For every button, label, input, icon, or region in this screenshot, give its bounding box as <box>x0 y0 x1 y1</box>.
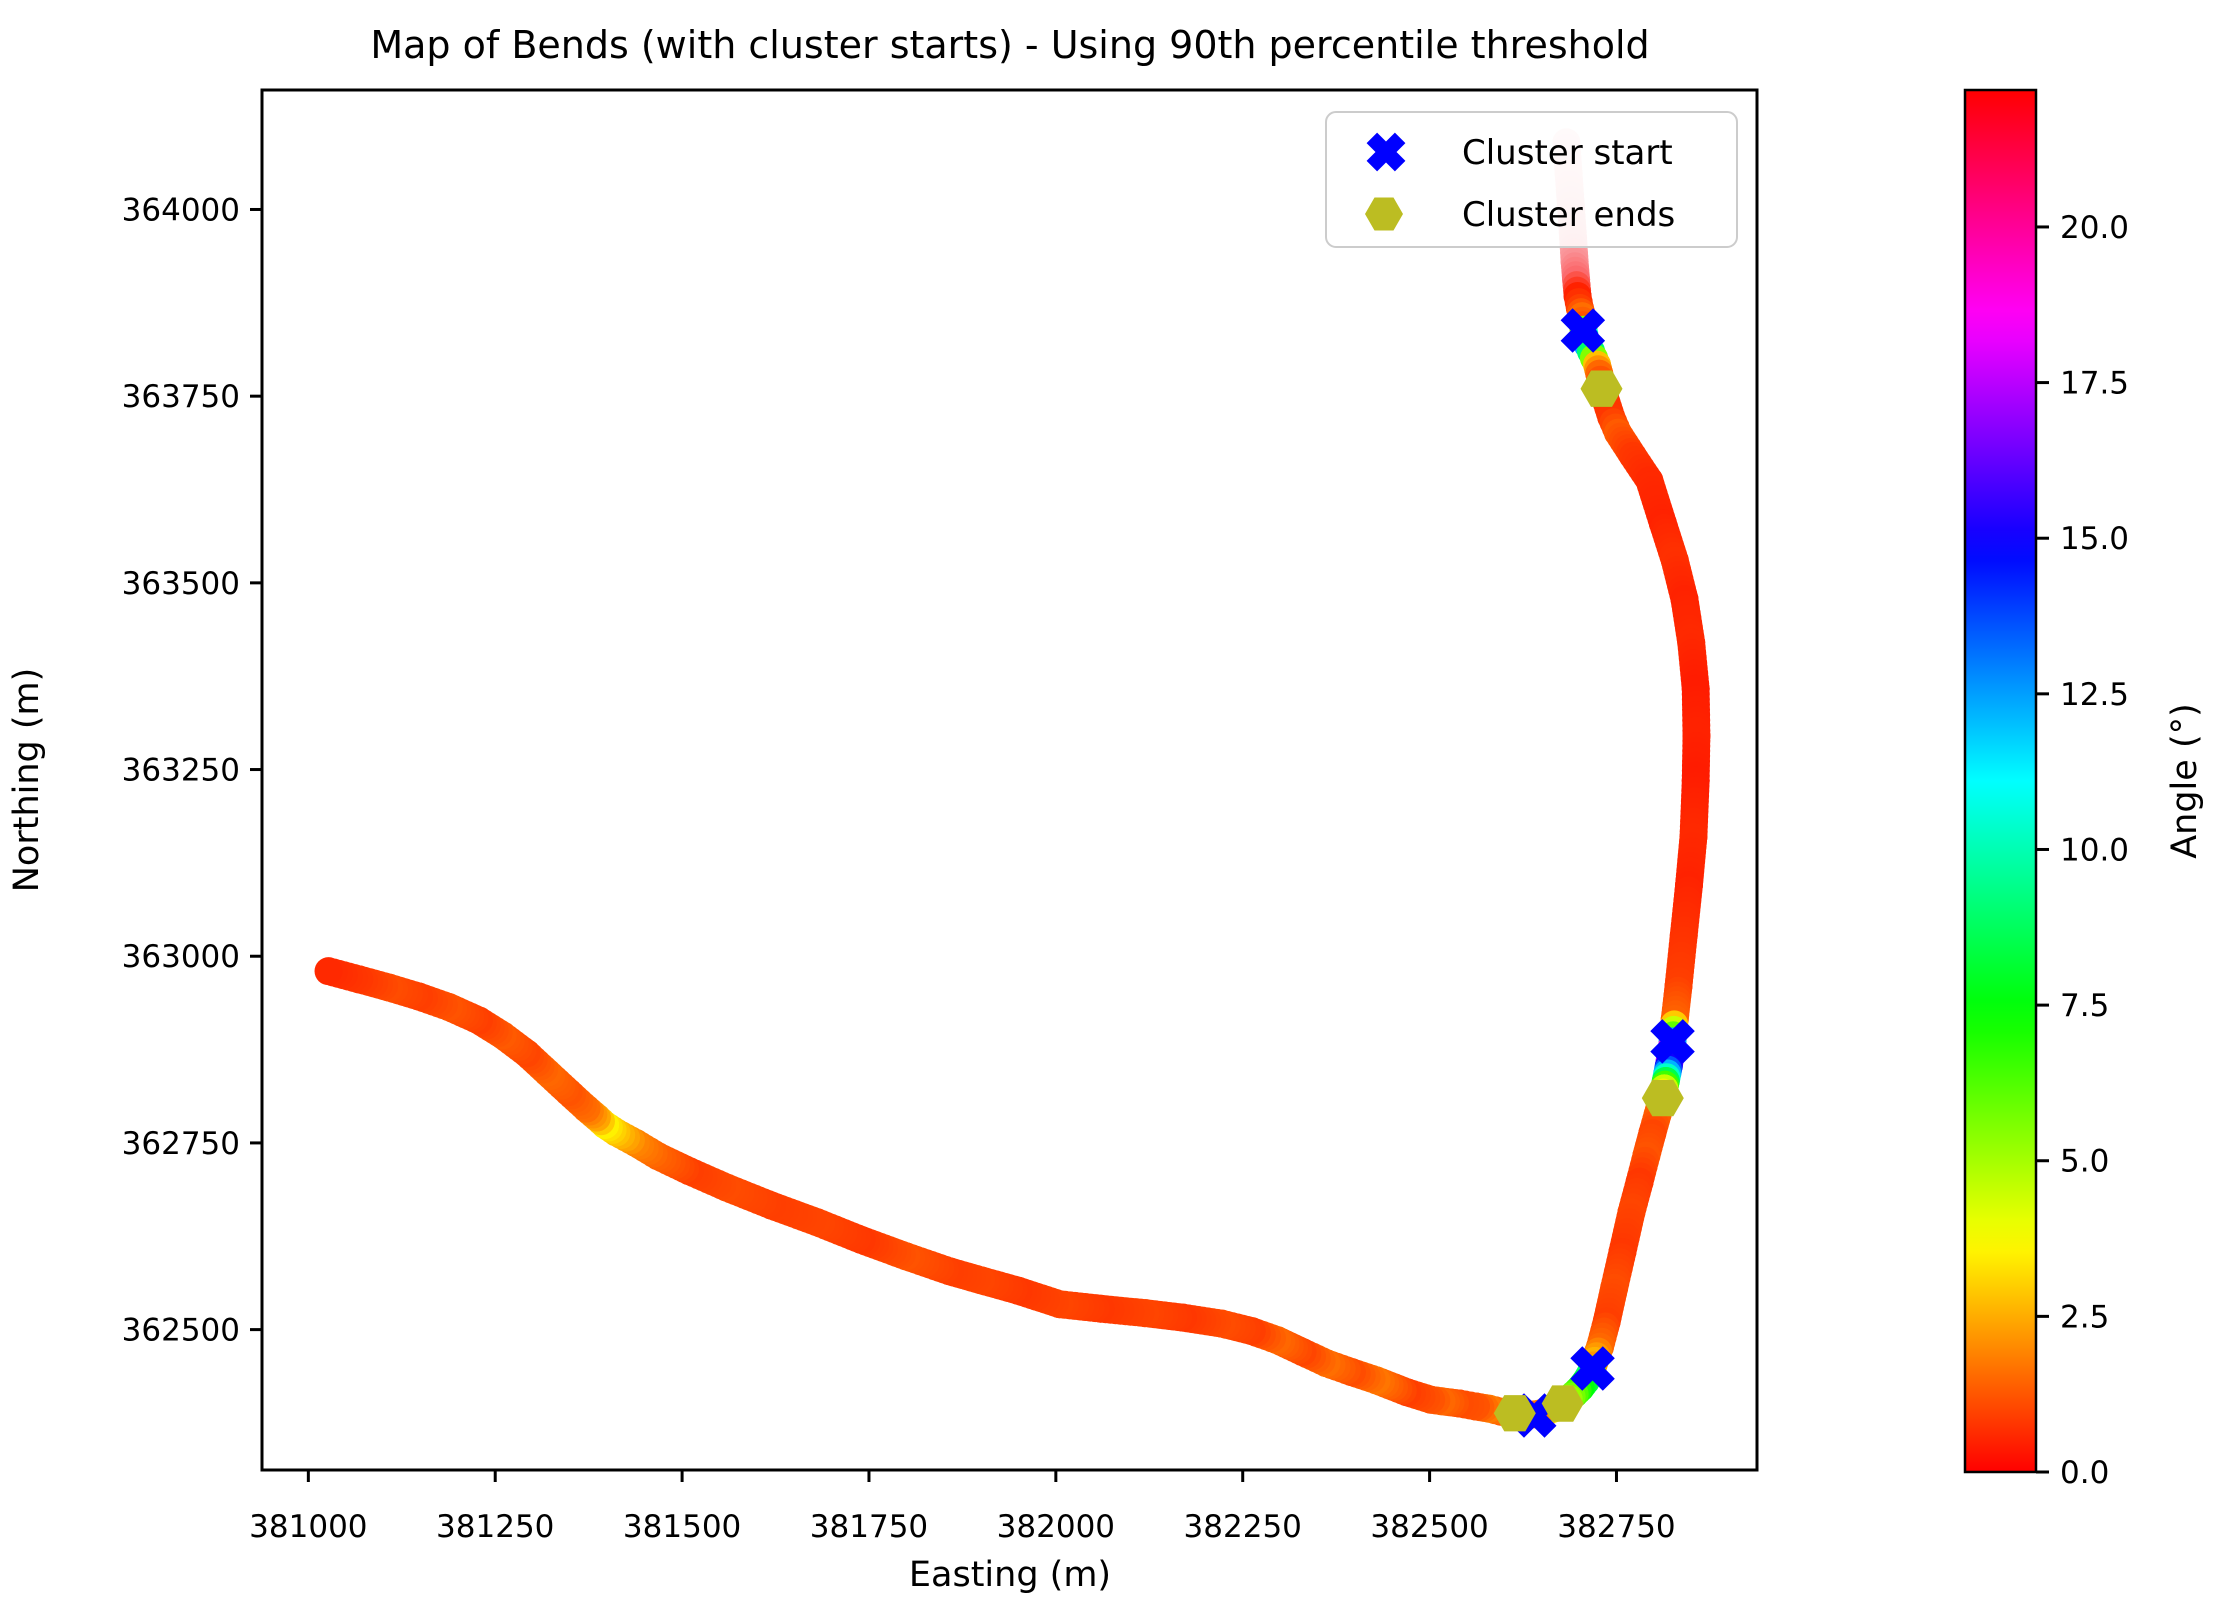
legend-box <box>1325 111 1738 248</box>
cluster-end-marker <box>1541 1385 1584 1422</box>
cluster-end-marker <box>1641 1079 1684 1117</box>
x-tick-label: 381250 <box>436 1509 554 1545</box>
y-tick-label: 363250 <box>122 753 240 789</box>
y-tick-label: 362500 <box>122 1313 240 1349</box>
colorbar-tick-label: 0.0 <box>2060 1455 2109 1491</box>
legend-label-cluster-start: Cluster start <box>1462 133 1673 173</box>
cluster-end-marker <box>1580 370 1623 407</box>
track-point <box>314 957 343 986</box>
x-icon <box>1366 132 1406 172</box>
colorbar-tick-label: 5.0 <box>2060 1144 2109 1180</box>
cluster-start-marker <box>1650 1019 1695 1064</box>
colorbar-tick-label: 15.0 <box>2060 521 2129 557</box>
hexagon-icon <box>1365 197 1403 231</box>
axes-frame <box>260 88 1759 1472</box>
axes-ticks: 381000 381250 381500 381750 382000 382250 3825… <box>122 192 1676 1545</box>
colorbar-tick-label: 12.5 <box>2060 677 2129 713</box>
y-tick-label: 363500 <box>122 566 240 602</box>
cluster-start-marker <box>1570 1346 1615 1391</box>
colorbar-tick-label: 2.5 <box>2060 1299 2109 1335</box>
chart-title: Map of Bends (with cluster starts) - Usi… <box>370 23 1649 67</box>
colorbar-gradient-bar <box>1963 88 2038 1474</box>
colorbar-tick-label: 17.5 <box>2060 366 2129 402</box>
x-axis-label: Easting (m) <box>909 1555 1111 1595</box>
y-tick-label: 363000 <box>122 939 240 975</box>
y-axis-label: Northing (m) <box>7 668 47 893</box>
y-tick-label: 362750 <box>122 1126 240 1162</box>
cluster-start-marker <box>1560 308 1606 353</box>
colorbar-tick-label: 20.0 <box>2060 210 2129 246</box>
x-tick-label: 382000 <box>997 1509 1115 1545</box>
x-tick-label: 381750 <box>810 1509 928 1545</box>
legend: Cluster start Cluster ends <box>1325 111 1738 248</box>
x-tick-label: 382500 <box>1370 1509 1488 1545</box>
x-tick-label: 381500 <box>623 1509 741 1545</box>
colorbar-label: Angle (°) <box>2165 703 2205 859</box>
x-tick-label: 382250 <box>1184 1509 1302 1545</box>
track-scatter <box>314 128 1711 1429</box>
colorbar-tick-label: 7.5 <box>2060 988 2109 1024</box>
legend-label-cluster-ends: Cluster ends <box>1462 195 1675 235</box>
cluster-markers <box>1493 308 1695 1438</box>
cluster-end-marker <box>1493 1395 1536 1432</box>
x-tick-label: 382750 <box>1557 1509 1675 1545</box>
colorbar-tick-label: 10.0 <box>2060 832 2129 868</box>
plot-border <box>260 88 1759 1472</box>
y-tick-label: 363750 <box>122 379 240 415</box>
colorbar: 0.0 2.5 5.0 7.5 10.0 12.5 15.0 17.5 20.0 Angle (… <box>1963 88 2205 1491</box>
y-tick-label: 364000 <box>122 192 240 228</box>
x-tick-label: 381000 <box>249 1509 367 1545</box>
